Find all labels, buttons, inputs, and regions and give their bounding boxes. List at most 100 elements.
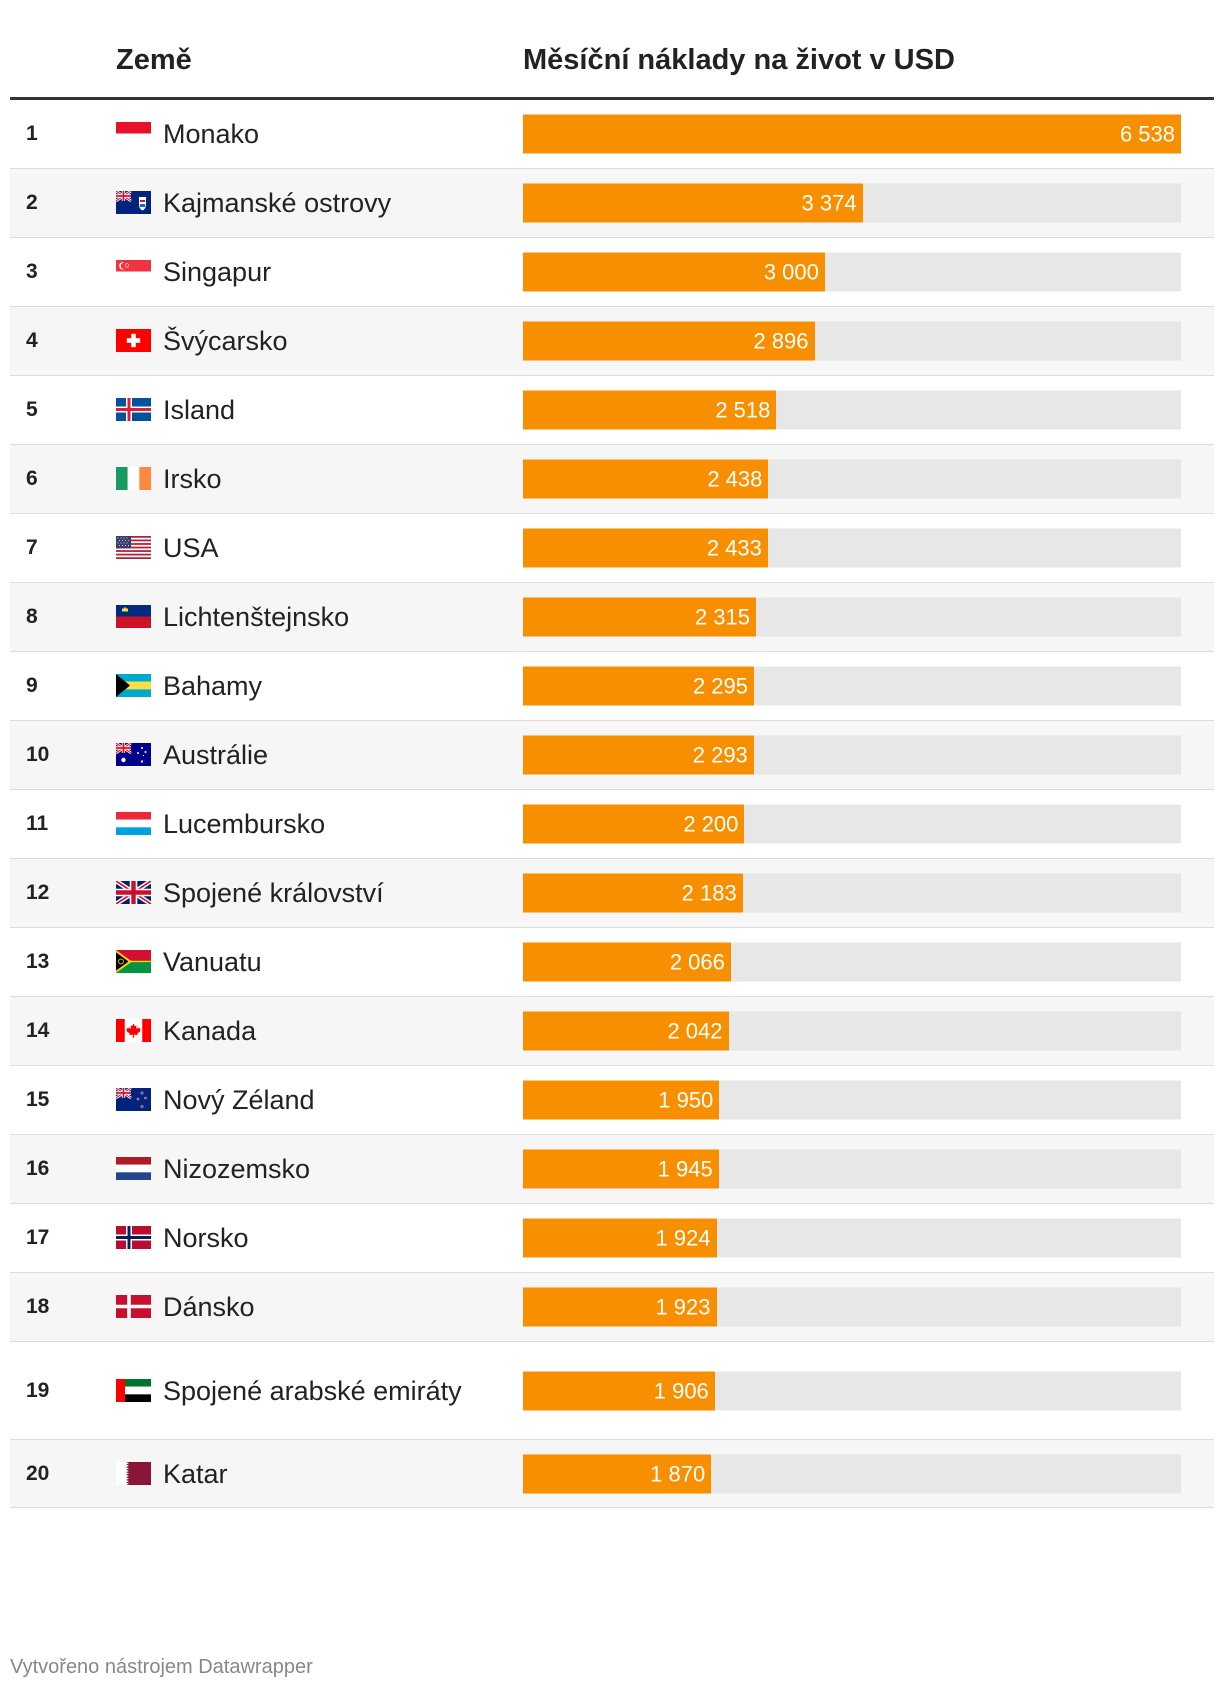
table-row: 8 Lichtenštejnsko 2 315 bbox=[10, 583, 1214, 652]
bar-value-label: 1 924 bbox=[655, 1225, 711, 1251]
table-row: 3 Singapur 3 000 bbox=[10, 238, 1214, 307]
bar-track: 2 896 bbox=[523, 321, 1181, 361]
country-cell: Spojené království bbox=[116, 859, 486, 927]
country-name: Kanada bbox=[163, 1016, 257, 1046]
cost-bar: 2 295 bbox=[523, 666, 754, 706]
rank-number: 3 bbox=[26, 260, 38, 283]
column-header-cost[interactable]: Měsíční náklady na život v USD bbox=[523, 44, 955, 76]
bar-track: 2 183 bbox=[523, 873, 1181, 913]
cost-bar: 1 924 bbox=[523, 1218, 717, 1258]
bar-value-label: 2 200 bbox=[683, 811, 739, 837]
ranking-table: 1 Monako 6 538 2 Kajmanské ostrovy 3 374 3 Sing… bbox=[10, 100, 1214, 1508]
ireland-flag-icon bbox=[116, 467, 151, 490]
bar-value-label: 3 000 bbox=[763, 259, 819, 285]
rank-number: 18 bbox=[26, 1295, 50, 1318]
cost-bar: 2 315 bbox=[523, 597, 756, 637]
bar-track: 2 066 bbox=[523, 942, 1181, 982]
country-cell: Lichtenštejnsko bbox=[116, 583, 486, 651]
table-row: 13 Vanuatu 2 066 bbox=[10, 928, 1214, 997]
country-name: Vanuatu bbox=[163, 947, 262, 977]
credit-footer: Vytvořeno nástrojem Datawrapper bbox=[10, 1656, 313, 1678]
cost-bar: 3 374 bbox=[523, 183, 863, 223]
table-row: 14 Kanada 2 042 bbox=[10, 997, 1214, 1066]
table-row: 15 Nový Zéland 1 950 bbox=[10, 1066, 1214, 1135]
rank-number: 16 bbox=[26, 1157, 50, 1180]
table-row: 7 USA 2 433 bbox=[10, 514, 1214, 583]
rank-number: 13 bbox=[26, 950, 50, 973]
country-name: Katar bbox=[163, 1458, 228, 1489]
country-name: Spojené arabské emiráty bbox=[163, 1375, 462, 1406]
bar-track: 2 315 bbox=[523, 597, 1181, 637]
table-row: 2 Kajmanské ostrovy 3 374 bbox=[10, 169, 1214, 238]
country-name: Singapur bbox=[163, 257, 272, 287]
bar-value-label: 1 923 bbox=[655, 1294, 711, 1320]
column-header-country[interactable]: Země bbox=[116, 44, 192, 76]
bar-track: 6 538 bbox=[523, 114, 1181, 154]
luxembourg-flag-icon bbox=[116, 812, 151, 835]
country-cell: Nizozemsko bbox=[116, 1135, 486, 1203]
rank-number: 9 bbox=[26, 674, 38, 697]
vanuatu-flag-icon bbox=[116, 950, 151, 973]
bar-value-label: 2 295 bbox=[692, 673, 748, 699]
country-name: Nizozemsko bbox=[163, 1154, 311, 1184]
bar-value-label: 1 950 bbox=[658, 1087, 714, 1113]
country-cell: Vanuatu bbox=[116, 928, 486, 996]
cost-bar: 1 945 bbox=[523, 1149, 719, 1189]
table-row: 5 Island 2 518 bbox=[10, 376, 1214, 445]
bar-value-label: 3 374 bbox=[801, 190, 857, 216]
country-cell: Kanada bbox=[116, 997, 486, 1065]
bar-value-label: 2 183 bbox=[681, 880, 737, 906]
cost-bar: 2 042 bbox=[523, 1011, 729, 1051]
bar-track: 2 042 bbox=[523, 1011, 1181, 1051]
country-name: Spojené království bbox=[163, 878, 384, 908]
denmark-flag-icon bbox=[116, 1295, 151, 1318]
table-row: 9 Bahamy 2 295 bbox=[10, 652, 1214, 721]
bar-track: 1 950 bbox=[523, 1080, 1181, 1120]
bar-track: 1 924 bbox=[523, 1218, 1181, 1258]
bar-value-label: 2 433 bbox=[706, 535, 762, 561]
uae-flag-icon bbox=[116, 1378, 151, 1402]
cost-bar: 1 870 bbox=[523, 1454, 712, 1493]
table-row: 10 Austrálie 2 293 bbox=[10, 721, 1214, 790]
country-name: Lucembursko bbox=[163, 809, 326, 839]
rank-number: 12 bbox=[26, 881, 50, 904]
rank-number: 5 bbox=[26, 398, 38, 421]
country-cell: USA bbox=[116, 514, 486, 582]
bar-value-label: 2 518 bbox=[715, 397, 771, 423]
bar-value-label: 1 870 bbox=[650, 1461, 706, 1486]
rank-number: 19 bbox=[26, 1378, 50, 1402]
new-zealand-flag-icon bbox=[116, 1088, 151, 1111]
cost-bar: 2 896 bbox=[523, 321, 815, 361]
country-cell: Monako bbox=[116, 100, 486, 168]
rank-number: 6 bbox=[26, 467, 38, 490]
table-row: 1 Monako 6 538 bbox=[10, 100, 1214, 169]
country-cell: Bahamy bbox=[116, 652, 486, 720]
country-name: Nový Zéland bbox=[163, 1085, 315, 1115]
bar-value-label: 1 906 bbox=[653, 1378, 709, 1403]
cost-bar: 2 518 bbox=[523, 390, 777, 430]
bar-value-label: 2 896 bbox=[753, 328, 809, 354]
uk-flag-icon bbox=[116, 881, 151, 904]
country-cell: Island bbox=[116, 376, 486, 444]
rank-number: 10 bbox=[26, 743, 50, 766]
rank-number: 17 bbox=[26, 1226, 50, 1249]
bar-track: 2 433 bbox=[523, 528, 1181, 568]
country-cell: Austrálie bbox=[116, 721, 486, 789]
country-cell: Irsko bbox=[116, 445, 486, 513]
rank-number: 1 bbox=[26, 122, 38, 145]
bar-track: 3 000 bbox=[523, 252, 1181, 292]
cost-bar: 2 200 bbox=[523, 804, 745, 844]
country-name: Lichtenštejnsko bbox=[163, 602, 350, 632]
cost-bar: 1 906 bbox=[523, 1371, 715, 1410]
country-cell: Singapur bbox=[116, 238, 486, 306]
bar-track: 2 200 bbox=[523, 804, 1181, 844]
cost-bar: 3 000 bbox=[523, 252, 825, 292]
bar-value-label: 2 066 bbox=[669, 949, 725, 975]
bar-track: 1 923 bbox=[523, 1287, 1181, 1327]
country-name: Kajmanské ostrovy bbox=[163, 188, 392, 218]
switzerland-flag-icon bbox=[116, 329, 151, 352]
table-row: 17 Norsko 1 924 bbox=[10, 1204, 1214, 1273]
country-name: Austrálie bbox=[163, 740, 269, 770]
country-name: Island bbox=[163, 395, 236, 425]
country-name: USA bbox=[163, 533, 219, 563]
